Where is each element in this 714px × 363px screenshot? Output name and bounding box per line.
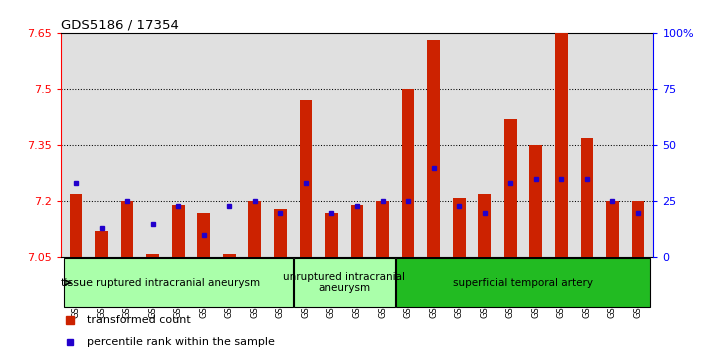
- Bar: [248, 201, 261, 257]
- Bar: [197, 212, 210, 257]
- Bar: [300, 100, 312, 257]
- Text: unruptured intracranial
aneurysm: unruptured intracranial aneurysm: [283, 272, 406, 293]
- Bar: [580, 138, 593, 257]
- Bar: [478, 194, 491, 257]
- Text: superficial temporal artery: superficial temporal artery: [453, 278, 593, 287]
- Bar: [376, 201, 389, 257]
- Text: transformed count: transformed count: [87, 315, 191, 325]
- Bar: [172, 205, 185, 257]
- Text: percentile rank within the sample: percentile rank within the sample: [87, 337, 275, 347]
- Bar: [427, 40, 440, 257]
- Bar: [325, 212, 338, 257]
- Bar: [70, 194, 82, 257]
- Bar: [351, 205, 363, 257]
- Text: GDS5186 / 17354: GDS5186 / 17354: [61, 19, 178, 32]
- Bar: [293, 258, 395, 307]
- Bar: [632, 201, 644, 257]
- Bar: [95, 231, 108, 257]
- Bar: [402, 89, 414, 257]
- Bar: [274, 209, 287, 257]
- Bar: [453, 197, 466, 257]
- Bar: [64, 258, 293, 307]
- Text: ruptured intracranial aneurysm: ruptured intracranial aneurysm: [96, 278, 261, 287]
- Bar: [223, 254, 236, 257]
- Bar: [396, 258, 650, 307]
- Bar: [121, 201, 134, 257]
- Bar: [529, 145, 542, 257]
- Bar: [606, 201, 619, 257]
- Bar: [146, 254, 159, 257]
- Bar: [555, 33, 568, 257]
- Bar: [504, 119, 517, 257]
- Text: tissue: tissue: [61, 278, 94, 287]
